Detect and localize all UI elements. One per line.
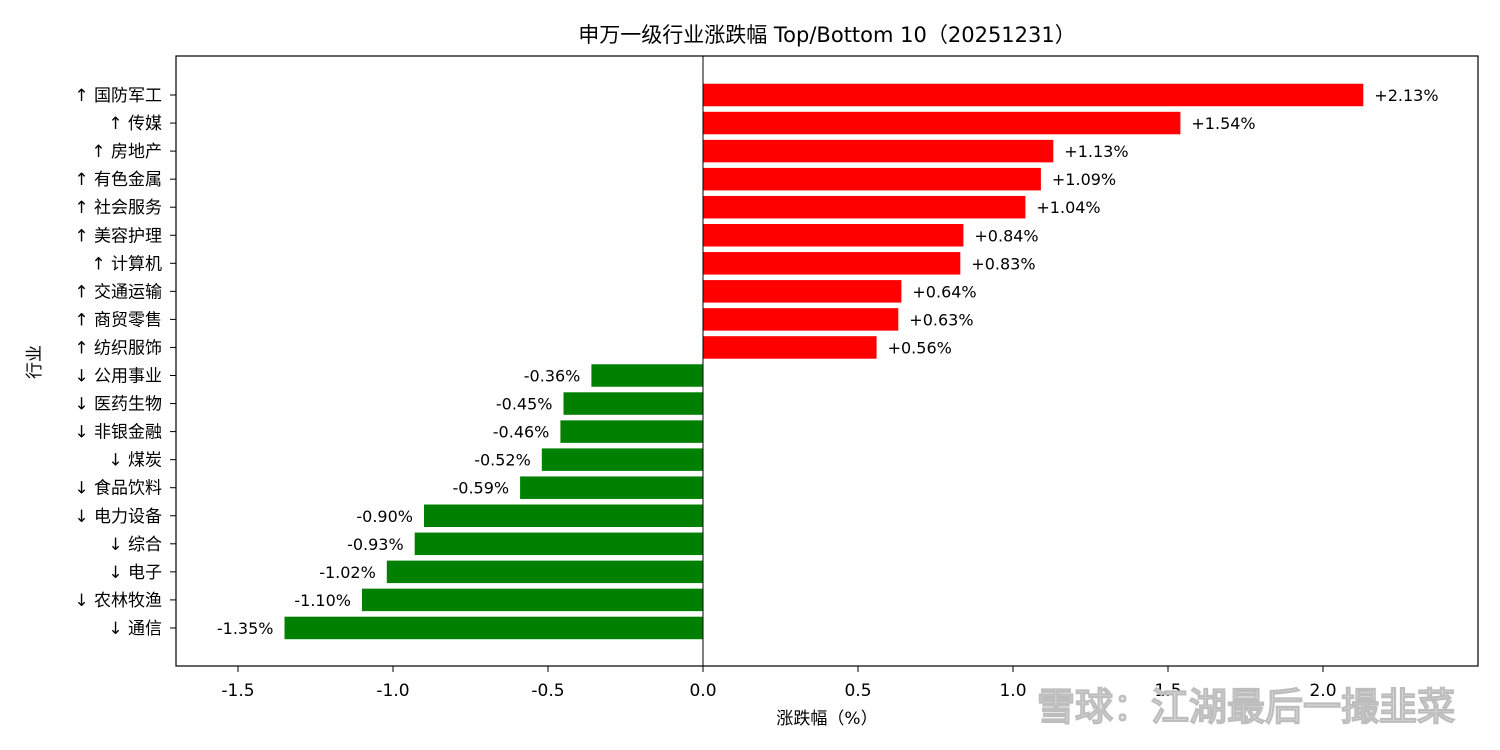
category-label-2: ↑ 传媒 bbox=[108, 114, 162, 134]
x-tick-label-3: -0.5 bbox=[531, 681, 564, 701]
bar-10 bbox=[703, 336, 877, 359]
bar-12 bbox=[563, 392, 703, 415]
bar-3 bbox=[703, 139, 1054, 163]
data-label-8: +0.64% bbox=[912, 282, 976, 301]
bar-2 bbox=[703, 111, 1181, 135]
data-label-17: -0.93% bbox=[347, 535, 404, 554]
data-label-4: +1.09% bbox=[1052, 170, 1116, 189]
bar-17 bbox=[414, 532, 703, 556]
x-axis-label: 涨跌幅（%） bbox=[776, 709, 877, 729]
y-axis-label: 行业 bbox=[25, 345, 45, 379]
category-label-9: ↑ 商贸零售 bbox=[74, 310, 162, 330]
data-label-20: -1.35% bbox=[217, 619, 274, 638]
data-label-6: +0.84% bbox=[974, 226, 1038, 245]
category-label-16: ↓ 电力设备 bbox=[74, 507, 162, 527]
category-label-17: ↓ 综合 bbox=[108, 535, 162, 555]
category-label-12: ↓ 医药生物 bbox=[74, 395, 162, 415]
category-label-15: ↓ 食品饮料 bbox=[74, 479, 162, 499]
data-label-5: +1.04% bbox=[1036, 198, 1100, 217]
bar-9 bbox=[703, 308, 899, 331]
category-label-8: ↑ 交通运输 bbox=[74, 282, 162, 302]
bar-4 bbox=[703, 167, 1041, 191]
data-label-12: -0.45% bbox=[496, 395, 553, 414]
bar-6 bbox=[703, 224, 964, 247]
category-label-3: ↑ 房地产 bbox=[91, 142, 162, 162]
x-tick-label-5: 0.5 bbox=[844, 681, 871, 701]
bar-16 bbox=[424, 504, 703, 527]
bar-19 bbox=[362, 588, 703, 612]
category-label-14: ↓ 煤炭 bbox=[108, 451, 162, 471]
data-label-11: -0.36% bbox=[524, 367, 581, 386]
category-label-11: ↓ 公用事业 bbox=[74, 367, 162, 387]
data-label-14: -0.52% bbox=[474, 451, 531, 470]
axes-layer: ↑ 国防军工 ↑ 传媒 ↑ 房地产 ↑ 有色金属 ↑ 社会服务 ↑ 美容护理 ↑ 计算机 ↑ … bbox=[74, 55, 1479, 701]
bar-5 bbox=[703, 195, 1026, 219]
data-label-13: -0.46% bbox=[493, 423, 550, 442]
data-label-9: +0.63% bbox=[909, 310, 973, 329]
x-tick-label-1: -1.5 bbox=[221, 681, 254, 701]
data-label-7: +0.83% bbox=[971, 254, 1035, 273]
category-label-13: ↓ 非银金融 bbox=[74, 423, 162, 443]
plot-frame bbox=[175, 55, 1479, 667]
category-label-20: ↓ 通信 bbox=[108, 619, 162, 639]
category-label-18: ↓ 电子 bbox=[108, 563, 162, 583]
x-tick-label-6: 1.0 bbox=[999, 681, 1026, 701]
bar-15 bbox=[520, 476, 703, 499]
bar-14 bbox=[541, 448, 703, 471]
bar-1 bbox=[703, 83, 1364, 107]
data-label-2: +1.54% bbox=[1191, 114, 1255, 133]
x-tick-label-2: -1.0 bbox=[376, 681, 409, 701]
bars-layer: +2.13% +1.54% +1.13% +1.09% +1.04% +0.84% +0.8… bbox=[217, 83, 1439, 640]
category-label-19: ↓ 农林牧渔 bbox=[74, 591, 162, 611]
bar-20 bbox=[284, 616, 703, 640]
category-label-5: ↑ 社会服务 bbox=[74, 198, 162, 218]
bar-11 bbox=[591, 364, 703, 387]
category-label-1: ↑ 国防军工 bbox=[74, 86, 162, 106]
category-label-4: ↑ 有色金属 bbox=[74, 170, 162, 190]
category-label-7: ↑ 计算机 bbox=[91, 254, 162, 274]
category-label-10: ↑ 纺织服饰 bbox=[74, 338, 162, 358]
data-label-3: +1.13% bbox=[1064, 142, 1128, 161]
x-tick-label-8: 2.0 bbox=[1309, 681, 1336, 701]
watermark-text: 雪球：江湖最后一撮韭菜 bbox=[1037, 685, 1455, 729]
data-label-18: -1.02% bbox=[319, 563, 376, 582]
category-label-6: ↑ 美容护理 bbox=[74, 226, 162, 246]
chart-title: 申万一级行业涨跌幅 Top/Bottom 10（20251231） bbox=[578, 23, 1076, 47]
bar-8 bbox=[703, 280, 902, 303]
data-label-15: -0.59% bbox=[452, 479, 509, 498]
bar-13 bbox=[560, 420, 703, 443]
data-label-10: +0.56% bbox=[888, 338, 952, 357]
data-label-1: +2.13% bbox=[1374, 86, 1438, 105]
data-label-16: -0.90% bbox=[356, 507, 413, 526]
data-label-19: -1.10% bbox=[294, 591, 351, 610]
x-tick-label-7: 1.5 bbox=[1154, 681, 1181, 701]
bar-18 bbox=[386, 560, 703, 584]
x-tick-label-4: 0.0 bbox=[689, 681, 716, 701]
bar-7 bbox=[703, 252, 961, 275]
